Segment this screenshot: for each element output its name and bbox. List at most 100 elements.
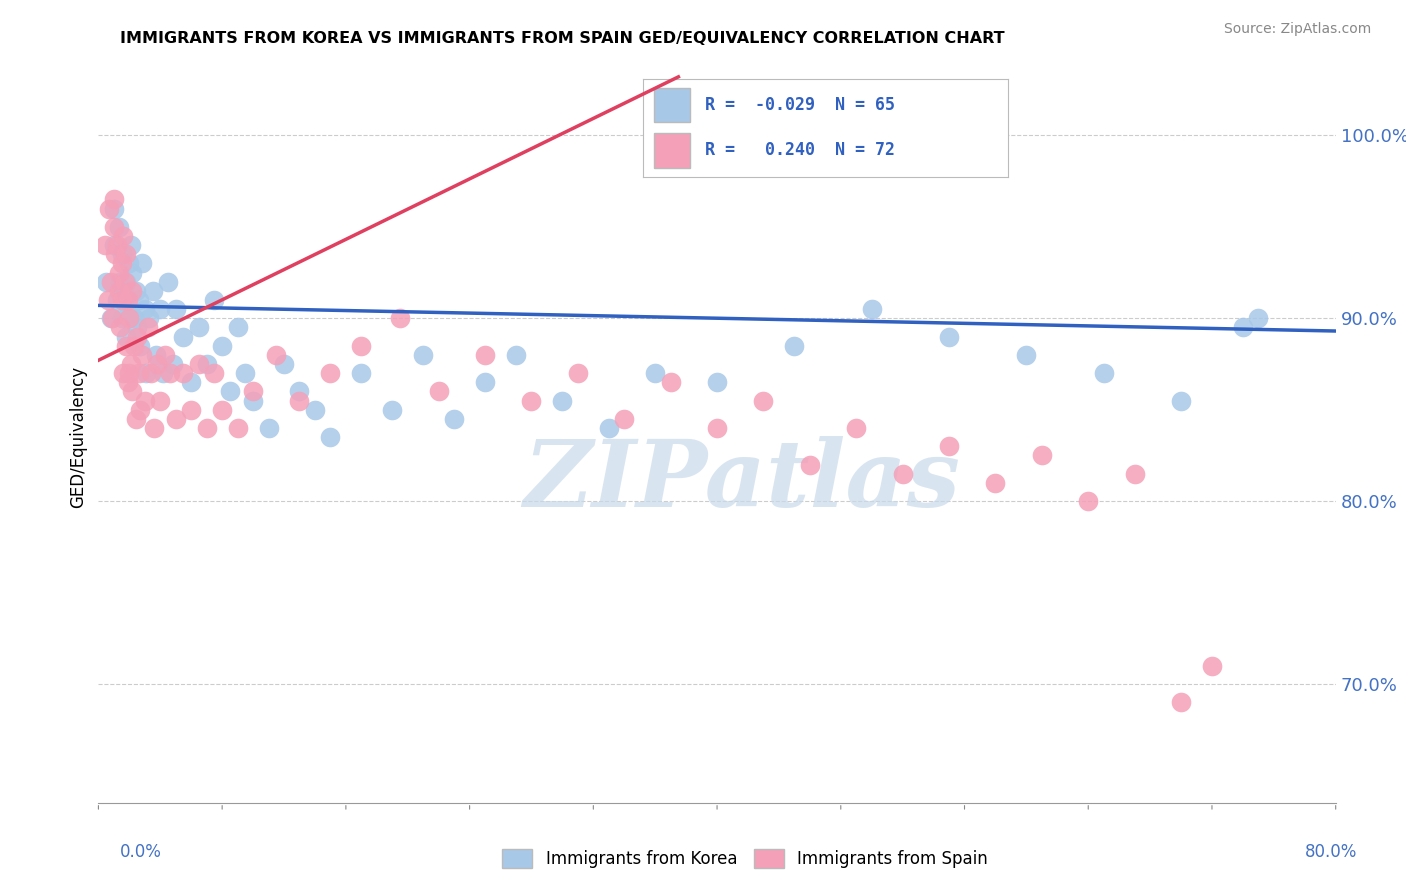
Point bbox=[108, 320, 131, 334]
Point bbox=[152, 366, 174, 380]
Point bbox=[162, 357, 184, 371]
Point bbox=[100, 275, 122, 289]
Point bbox=[104, 247, 127, 261]
Point bbox=[157, 275, 180, 289]
Point bbox=[149, 393, 172, 408]
Point bbox=[124, 411, 146, 425]
Point bbox=[443, 411, 465, 425]
Point bbox=[98, 202, 121, 216]
Point bbox=[288, 384, 311, 399]
Point bbox=[131, 256, 153, 270]
Point bbox=[122, 338, 145, 352]
Point bbox=[381, 402, 404, 417]
Point bbox=[845, 421, 868, 435]
Text: Source: ZipAtlas.com: Source: ZipAtlas.com bbox=[1223, 22, 1371, 37]
Point bbox=[138, 311, 160, 326]
Legend: Immigrants from Korea, Immigrants from Spain: Immigrants from Korea, Immigrants from S… bbox=[496, 843, 994, 875]
Point bbox=[644, 366, 666, 380]
Point bbox=[153, 348, 176, 362]
Point bbox=[520, 393, 543, 408]
Point bbox=[129, 402, 152, 417]
Point bbox=[1232, 320, 1254, 334]
Point bbox=[165, 301, 187, 317]
Text: 0.0%: 0.0% bbox=[120, 843, 162, 861]
Point bbox=[135, 366, 157, 380]
Point bbox=[100, 311, 122, 326]
Point bbox=[783, 338, 806, 352]
Point bbox=[103, 219, 125, 234]
Point bbox=[105, 238, 128, 252]
Point bbox=[112, 284, 135, 298]
Point bbox=[121, 384, 143, 399]
Point bbox=[1015, 348, 1038, 362]
Point bbox=[1170, 393, 1192, 408]
Point bbox=[388, 311, 412, 326]
Point bbox=[288, 393, 311, 408]
Point bbox=[860, 301, 883, 317]
Point bbox=[474, 348, 496, 362]
Point bbox=[938, 439, 960, 453]
Point bbox=[117, 375, 139, 389]
Point bbox=[180, 375, 202, 389]
Point bbox=[984, 475, 1007, 490]
Point bbox=[505, 348, 527, 362]
Point bbox=[111, 256, 132, 270]
Point bbox=[122, 311, 145, 326]
Point bbox=[474, 375, 496, 389]
Point bbox=[136, 320, 159, 334]
Point bbox=[149, 301, 172, 317]
Point bbox=[146, 357, 169, 371]
Point bbox=[128, 293, 150, 307]
Point bbox=[139, 366, 162, 380]
Point bbox=[706, 375, 728, 389]
Point bbox=[96, 275, 118, 289]
Point bbox=[141, 284, 165, 298]
Point bbox=[165, 411, 187, 425]
Point bbox=[118, 366, 141, 380]
Point bbox=[172, 366, 194, 380]
Point bbox=[159, 366, 181, 380]
Point bbox=[195, 357, 218, 371]
Point bbox=[103, 192, 125, 206]
Point bbox=[93, 238, 115, 252]
Point bbox=[257, 421, 280, 435]
Point bbox=[567, 366, 589, 380]
Point bbox=[211, 402, 233, 417]
Point bbox=[111, 247, 132, 261]
Point bbox=[114, 275, 136, 289]
Point bbox=[101, 311, 124, 326]
Text: 80.0%: 80.0% bbox=[1305, 843, 1357, 861]
Point bbox=[143, 421, 166, 435]
Point bbox=[117, 293, 139, 307]
Text: ZIPatlas: ZIPatlas bbox=[523, 436, 960, 526]
Point bbox=[799, 458, 821, 472]
Point bbox=[752, 393, 775, 408]
Point bbox=[273, 357, 295, 371]
Point bbox=[1170, 695, 1192, 709]
Point bbox=[219, 384, 242, 399]
Point bbox=[211, 338, 233, 352]
Point bbox=[103, 202, 125, 216]
Point bbox=[115, 275, 138, 289]
Y-axis label: GED/Equivalency: GED/Equivalency bbox=[69, 366, 87, 508]
Point bbox=[319, 430, 342, 444]
Point bbox=[1077, 494, 1099, 508]
Point bbox=[145, 348, 167, 362]
Point bbox=[105, 293, 128, 307]
Point bbox=[118, 311, 141, 326]
Point bbox=[111, 311, 132, 326]
Point bbox=[134, 393, 156, 408]
Point bbox=[304, 402, 326, 417]
Point bbox=[319, 366, 342, 380]
Point bbox=[1092, 366, 1115, 380]
Point bbox=[226, 320, 249, 334]
Point bbox=[121, 265, 143, 279]
Point bbox=[204, 293, 226, 307]
Point bbox=[1031, 448, 1053, 462]
Point bbox=[195, 421, 218, 435]
Point bbox=[124, 284, 146, 298]
Point bbox=[226, 421, 249, 435]
Point bbox=[118, 256, 141, 270]
Point bbox=[1247, 311, 1270, 326]
Point bbox=[112, 366, 135, 380]
